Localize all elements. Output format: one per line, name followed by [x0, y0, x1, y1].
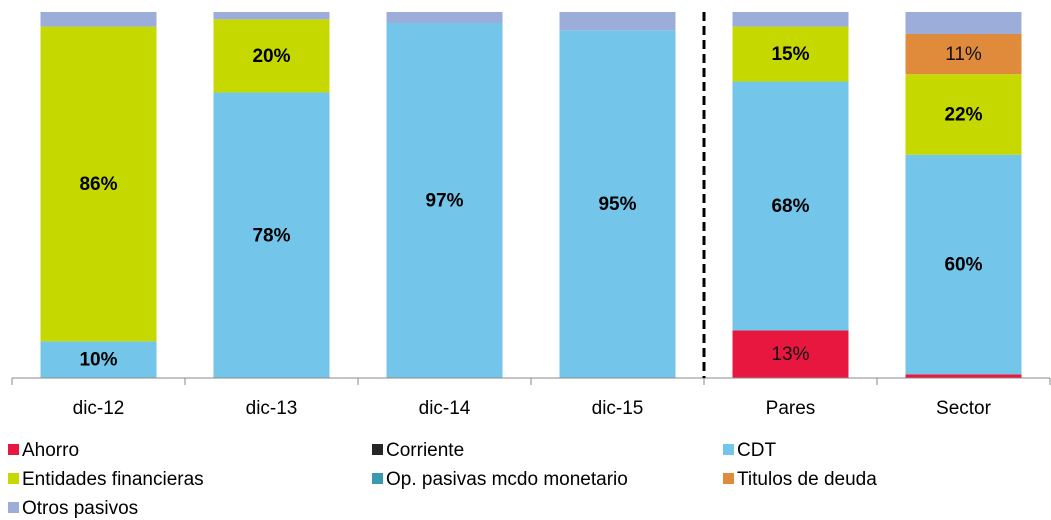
legend-label: Titulos de deuda [737, 469, 877, 490]
legend-swatch [8, 502, 19, 513]
legend-swatch [8, 473, 19, 484]
bar-segment [905, 12, 1022, 34]
bar-segment [40, 341, 157, 378]
legend-label: Corriente [386, 440, 464, 461]
legend-swatch [723, 473, 734, 484]
bar-segment [732, 26, 849, 82]
data-label: 60% [944, 255, 982, 276]
bar-segment [386, 12, 503, 23]
bar-segment [559, 30, 676, 379]
legend-swatch [372, 444, 383, 455]
x-tick-label: Sector [936, 398, 992, 419]
legend-swatch [372, 473, 383, 484]
legend-label: Ahorro [22, 440, 79, 461]
bar-segment [386, 22, 503, 378]
legend-swatch [723, 444, 734, 455]
bar-segment [732, 12, 849, 27]
data-label: 11% [945, 44, 982, 65]
x-tick-label: dic-13 [246, 398, 298, 419]
bar-segment [905, 74, 1022, 155]
data-label: 13% [771, 344, 809, 365]
data-label: 20% [252, 46, 290, 67]
legend-label: Otros pasivos [22, 498, 138, 519]
legend-label: Entidades financieras [22, 469, 204, 490]
bar-segment [213, 92, 330, 379]
bar-segment [559, 12, 676, 31]
data-label: 22% [944, 104, 982, 125]
data-label: 86% [79, 174, 117, 195]
bar-segment [40, 26, 157, 342]
bar-segment [905, 374, 1022, 378]
data-label: 97% [425, 191, 463, 212]
legend-label: Op. pasivas mcdo monetario [386, 469, 628, 490]
data-label: 68% [771, 196, 809, 217]
x-tick-label: dic-14 [419, 398, 471, 419]
data-label: 78% [252, 225, 290, 246]
bar-segment [905, 154, 1022, 375]
bar-segment [213, 19, 330, 93]
bar-segment [732, 81, 849, 331]
x-tick-label: dic-15 [592, 398, 644, 419]
data-label: 95% [598, 194, 636, 215]
bar-segment [905, 33, 1022, 75]
bar-segment [732, 330, 849, 378]
bar-segment [40, 12, 157, 27]
x-tick-label: dic-12 [73, 398, 125, 419]
bar-segment [213, 12, 330, 20]
legend-swatch [8, 444, 19, 455]
data-label: 15% [771, 44, 809, 65]
legend-label: CDT [737, 440, 776, 461]
x-tick-label: Pares [766, 398, 816, 419]
data-label: 10% [79, 350, 117, 371]
